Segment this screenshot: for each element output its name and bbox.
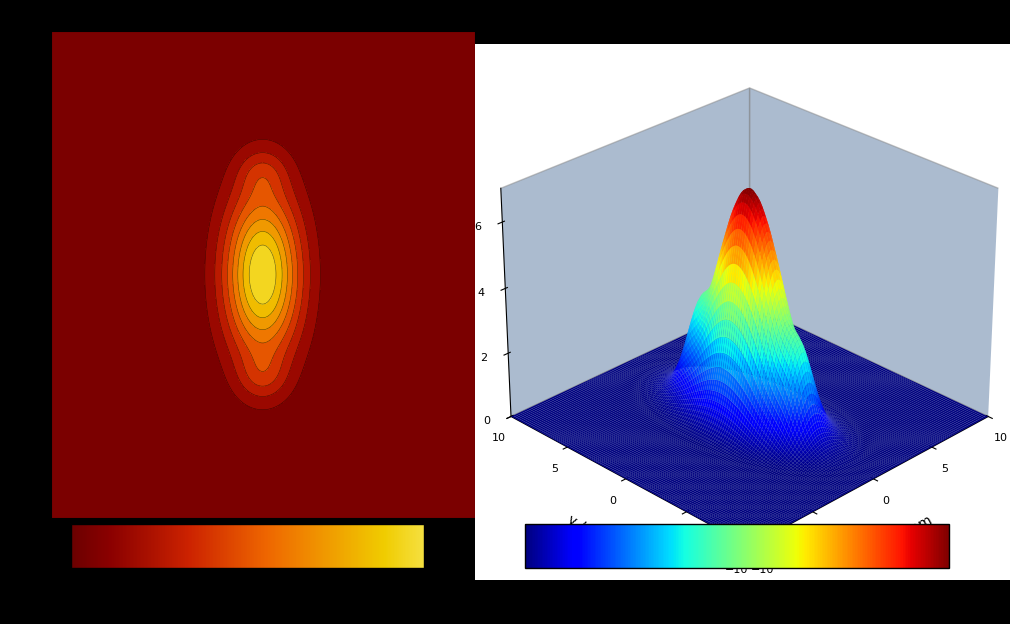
Y-axis label: y / mm: y / mm — [565, 512, 614, 548]
Y-axis label: y / mm: y / mm — [0, 260, 13, 275]
X-axis label: x / mm: x / mm — [235, 547, 290, 562]
X-axis label: x / mm: x / mm — [885, 512, 934, 548]
